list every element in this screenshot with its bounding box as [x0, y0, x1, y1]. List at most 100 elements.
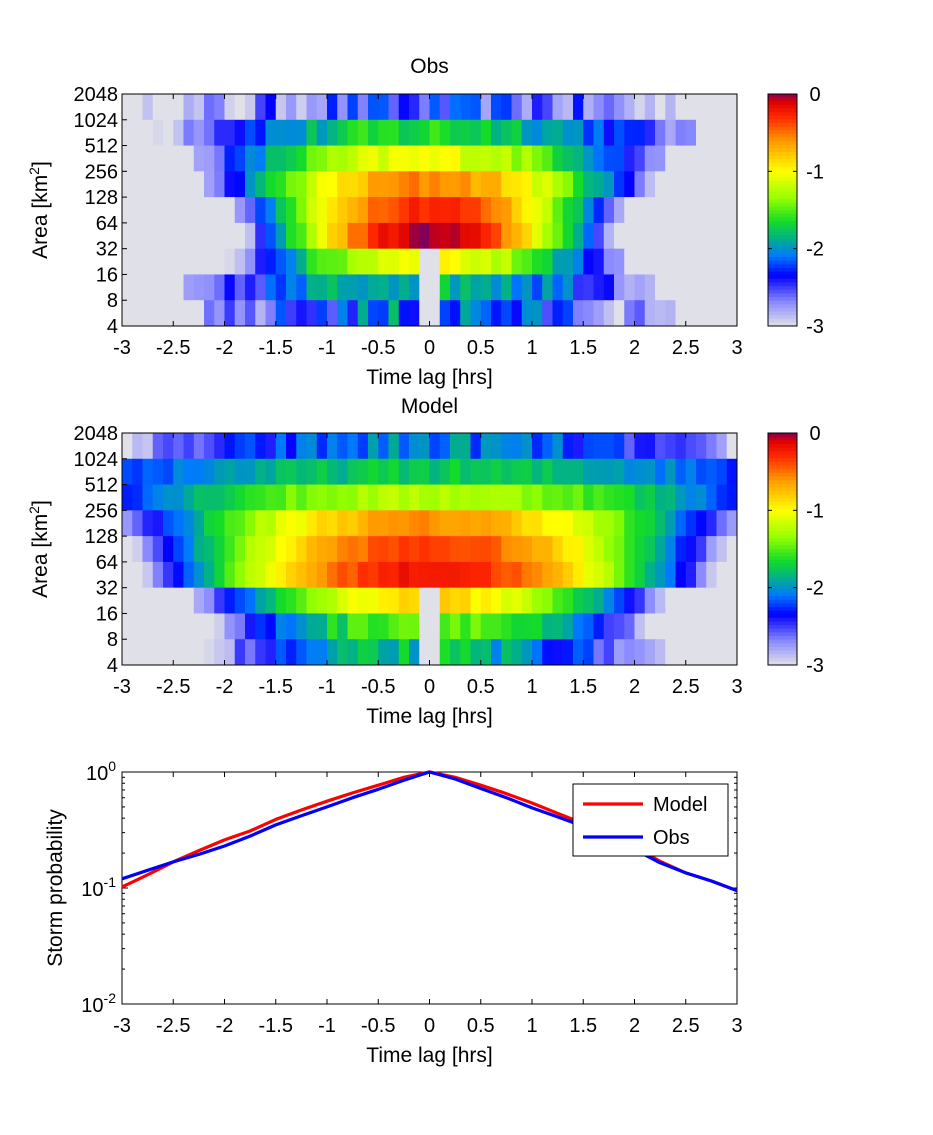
heatmap-cell	[624, 197, 635, 224]
colorbar-swatch	[768, 170, 797, 175]
heatmap-cell	[132, 171, 143, 198]
legend-label-model: Model	[653, 794, 707, 816]
heatmap-cell	[726, 145, 738, 172]
heatmap-cell	[142, 94, 154, 121]
heatmap-cell	[163, 561, 174, 589]
chart-title: Obs	[410, 55, 449, 78]
heatmap-cell	[593, 248, 605, 275]
heatmap-cell	[163, 510, 174, 537]
heatmap-cell	[388, 145, 400, 172]
heatmap-cell	[265, 94, 277, 121]
heatmap-cell	[347, 536, 359, 563]
colorbar-swatch	[768, 436, 797, 441]
heatmap-cell	[573, 536, 584, 563]
heatmap-cell	[716, 613, 728, 640]
legend: Model Obs	[572, 783, 729, 857]
heatmap-cell	[419, 171, 430, 198]
heatmap-cell	[316, 587, 328, 614]
heatmap-cell	[624, 171, 635, 198]
heatmap-cell	[460, 458, 471, 485]
heatmap-cell	[142, 510, 154, 537]
heatmap-cell	[245, 145, 256, 172]
heatmap-cell	[542, 587, 553, 614]
heatmap-cell	[337, 274, 348, 301]
heatmap-cell	[173, 145, 184, 172]
heatmap-cell	[306, 274, 318, 301]
colorbar-swatch	[768, 476, 797, 481]
heatmap-cell	[583, 119, 594, 146]
heatmap-cell	[634, 248, 646, 275]
heatmap-cell	[183, 536, 195, 563]
heatmap-cell	[583, 510, 594, 537]
heatmap-cell	[501, 510, 512, 537]
heatmap-cell	[480, 274, 492, 301]
colorbar-swatch	[768, 249, 797, 254]
heatmap-cell	[511, 197, 523, 224]
heatmap-cell	[337, 639, 348, 666]
colorbar-swatch	[768, 581, 797, 586]
x-tick-label: 1.5	[569, 676, 597, 698]
heatmap-cell	[132, 197, 143, 224]
heatmap-cell	[224, 561, 236, 589]
heatmap-cell	[357, 145, 369, 172]
heatmap-cell	[224, 197, 236, 224]
heatmap-cell	[501, 248, 512, 275]
colorbar-swatch	[768, 289, 797, 294]
heatmap-cell	[214, 639, 225, 666]
heatmap-cell	[183, 300, 195, 327]
heatmap-cell	[275, 248, 287, 275]
heatmap-cell	[316, 274, 328, 301]
heatmap-cell	[614, 510, 625, 537]
heatmap-cell	[583, 458, 594, 485]
colorbar-swatch	[768, 654, 797, 659]
heatmap-cell	[183, 510, 195, 537]
heatmap-cell	[696, 145, 707, 172]
heatmap-cell	[163, 222, 174, 250]
colorbar-swatch	[768, 104, 797, 109]
heatmap-cell	[255, 197, 266, 224]
heatmap-cell	[542, 119, 553, 146]
heatmap-cell	[675, 119, 687, 146]
heatmap-cell	[726, 197, 738, 224]
heatmap-cell	[726, 300, 738, 327]
heatmap-cell	[245, 510, 256, 537]
colorbar-swatch	[768, 278, 797, 283]
heatmap-cell	[726, 433, 738, 460]
heatmap-cell	[696, 94, 707, 121]
heatmap-cell	[552, 119, 564, 146]
heatmap-cell	[398, 587, 410, 614]
heatmap-cell	[480, 433, 492, 460]
heatmap-cell	[521, 536, 533, 563]
heatmap-cell	[132, 94, 143, 121]
heatmap-cell	[603, 274, 615, 301]
heatmap-cell	[419, 274, 430, 301]
heatmap-cell	[183, 171, 195, 198]
heatmap-cell	[142, 274, 154, 301]
colorbar-swatch	[768, 610, 797, 615]
x-tick-label: 2.5	[672, 337, 700, 359]
heatmap-cell	[183, 458, 195, 485]
heatmap-cell	[388, 561, 400, 589]
colorbar-swatch	[768, 498, 797, 503]
heatmap-cell	[368, 458, 379, 485]
heatmap-cell	[532, 484, 543, 511]
heatmap-cell	[419, 613, 430, 640]
heatmap-cell	[286, 561, 297, 589]
heatmap-cell	[255, 222, 266, 250]
heatmap-cell	[306, 171, 318, 198]
heatmap-cell	[142, 613, 154, 640]
heatmap-cell	[696, 458, 707, 485]
heatmap-cell	[173, 274, 184, 301]
heatmap-cell	[706, 639, 717, 666]
heatmap-cell	[450, 536, 461, 563]
heatmap-cell	[460, 639, 471, 666]
heatmap-cell	[122, 94, 133, 121]
heatmap-cell	[439, 587, 451, 614]
heatmap-cell	[193, 274, 205, 301]
heatmap-cell	[603, 248, 615, 275]
heatmap-cell	[552, 484, 564, 511]
colorbar-swatch	[768, 578, 797, 583]
heatmap-cell	[675, 433, 687, 460]
heatmap-cell	[634, 536, 646, 563]
heatmap-cell	[347, 639, 359, 666]
